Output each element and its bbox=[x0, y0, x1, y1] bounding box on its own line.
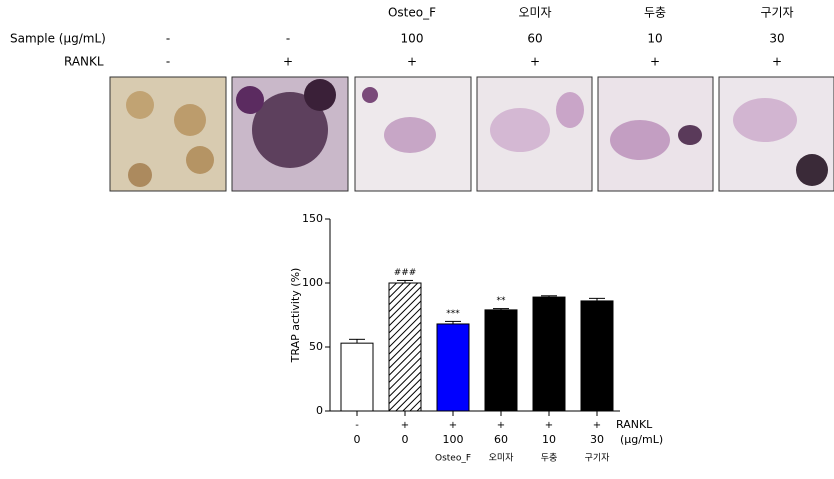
rankl-label: RANKL bbox=[64, 55, 104, 69]
bar bbox=[580, 300, 614, 412]
bar bbox=[388, 282, 422, 412]
sample-value: 60 bbox=[527, 32, 542, 46]
sample-value: 10 bbox=[647, 32, 662, 46]
bar bbox=[436, 323, 470, 412]
rankl-row-label: RANKL bbox=[616, 418, 653, 431]
rankl-value: - bbox=[166, 55, 170, 69]
bar bbox=[532, 296, 566, 412]
x-tick-label: 10 bbox=[542, 433, 556, 446]
sample-value: - bbox=[286, 32, 290, 46]
significance: ** bbox=[497, 296, 507, 306]
rankl-value: + bbox=[530, 55, 540, 69]
x-tick-label: 60 bbox=[494, 433, 508, 446]
unit-label: (μg/mL) bbox=[620, 433, 663, 446]
sample-label: Sample (μg/mL) bbox=[10, 32, 106, 46]
y-tick-label: 100 bbox=[302, 276, 323, 289]
y-axis-title: TRAP activity (%) bbox=[289, 268, 302, 364]
column-header: 구기자 bbox=[760, 6, 793, 20]
rankl-sign: - bbox=[355, 420, 359, 431]
sample-name: Osteo_F bbox=[435, 454, 471, 464]
x-tick-label: 0 bbox=[402, 433, 409, 446]
sample-name: 구기자 bbox=[585, 453, 611, 464]
bar bbox=[340, 342, 374, 412]
y-tick-label: 0 bbox=[316, 404, 323, 417]
rankl-value: + bbox=[407, 55, 417, 69]
micrographs bbox=[109, 76, 834, 192]
y-tick-label: 50 bbox=[309, 340, 323, 353]
x-tick-label: 100 bbox=[443, 433, 464, 446]
x-tick-label: 30 bbox=[590, 433, 604, 446]
column-header: Osteo_F bbox=[388, 6, 436, 20]
significance: ### bbox=[394, 268, 417, 278]
rankl-value: + bbox=[283, 55, 293, 69]
bar bbox=[484, 309, 518, 412]
sample-name: 오미자 bbox=[489, 453, 515, 464]
sample-value: 100 bbox=[401, 32, 424, 46]
sample-value: - bbox=[166, 32, 170, 46]
sample-name: 두충 bbox=[541, 453, 558, 464]
rankl-sign: + bbox=[449, 420, 457, 431]
rankl-sign: + bbox=[497, 420, 505, 431]
rankl-sign: + bbox=[593, 420, 601, 431]
significance: *** bbox=[446, 309, 460, 319]
column-header: 오미자 bbox=[518, 6, 551, 20]
rankl-sign: + bbox=[401, 420, 409, 431]
y-tick-label: 150 bbox=[302, 212, 323, 225]
sample-value: 30 bbox=[769, 32, 784, 46]
column-header: 두충 bbox=[644, 6, 666, 20]
rankl-value: + bbox=[772, 55, 782, 69]
rankl-value: + bbox=[650, 55, 660, 69]
rankl-sign: + bbox=[545, 420, 553, 431]
x-tick-label: 0 bbox=[354, 433, 361, 446]
